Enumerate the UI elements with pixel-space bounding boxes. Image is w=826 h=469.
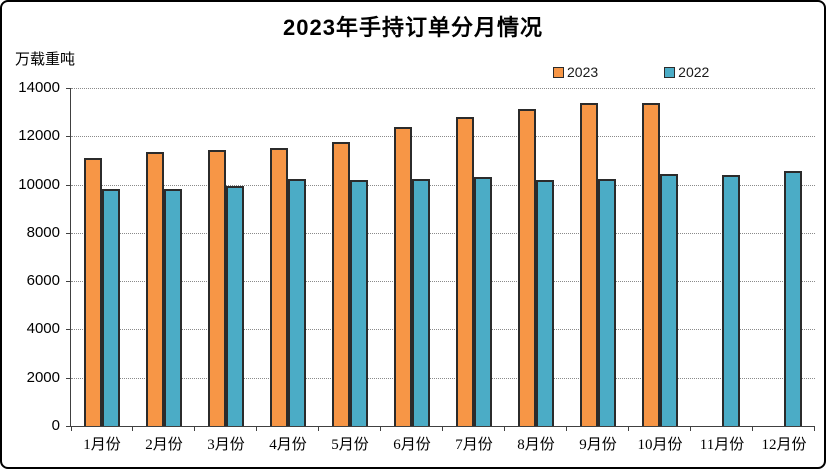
bar-2023-7月份 — [456, 116, 474, 426]
x-tick-label-8月份: 8月份 — [517, 437, 555, 453]
legend-swatch-2023-icon — [553, 66, 564, 78]
gridline-2000 — [71, 377, 815, 379]
x-tick-label-12月份: 12月份 — [761, 437, 807, 453]
x-axis-tick — [752, 427, 753, 431]
x-tick-label-2月份: 2月份 — [145, 437, 183, 453]
bar-2022-12月份 — [784, 171, 802, 426]
bar-group-6月份: 6月份 — [381, 88, 443, 453]
gridline-6000 — [71, 281, 815, 283]
y-axis-tick — [66, 88, 70, 89]
x-tick-label-1月份: 1月份 — [83, 437, 121, 453]
bar-2023-1月份 — [84, 158, 102, 426]
x-axis-tick — [380, 427, 381, 431]
legend: 2023 2022 — [553, 64, 709, 80]
bar-2022-8月份 — [536, 179, 554, 426]
bar-2022-2月份 — [164, 189, 182, 426]
bar-group-3月份: 3月份 — [195, 88, 257, 453]
legend-item-2022: 2022 — [664, 64, 709, 80]
y-axis-tick — [66, 232, 70, 234]
x-axis-tick — [132, 427, 133, 431]
x-tick-label-6月份: 6月份 — [393, 437, 431, 453]
y-axis-tick — [66, 377, 70, 379]
bar-2023-9月份 — [580, 102, 598, 426]
gridline-12000 — [71, 136, 815, 138]
bar-2023-2月份 — [146, 151, 164, 426]
legend-item-2023: 2023 — [553, 64, 598, 80]
y-axis-tick — [66, 136, 70, 138]
gridline-8000 — [71, 232, 815, 234]
bar-2023-10月份 — [642, 102, 660, 426]
x-tick-label-3月份: 3月份 — [207, 437, 245, 453]
y-tick-label-6000: 6000 — [26, 272, 60, 290]
bar-2022-10月份 — [660, 173, 678, 426]
x-axis-tick — [814, 427, 815, 431]
y-tick-label-14000: 14000 — [18, 79, 60, 96]
y-axis-tick — [66, 329, 70, 331]
x-tick-label-5月份: 5月份 — [331, 437, 369, 453]
bar-group-11月份: 11月份 — [691, 88, 753, 453]
x-axis-tick — [628, 427, 629, 431]
y-tick-label-10000: 10000 — [18, 175, 60, 193]
bar-group-10月份: 10月份 — [629, 88, 691, 453]
plot-area: 1月份 2月份 3月份 4月份 5月份 6月份 7月份 8月份 9月份 10月份 11月份 12月份 — [66, 88, 815, 453]
x-tick-label-11月份: 11月份 — [699, 437, 745, 453]
y-axis-unit-label: 万载重吨 — [15, 51, 76, 68]
y-axis-tick — [66, 184, 70, 186]
bar-2022-1月份 — [102, 188, 120, 426]
legend-label-2023: 2023 — [567, 64, 599, 80]
x-axis-tick — [690, 427, 691, 431]
bar-2023-6月份 — [394, 127, 412, 426]
y-axis-tick — [66, 281, 70, 283]
chart-title: 2023年手持订单分月情况 — [283, 15, 543, 40]
legend-label-2022: 2022 — [678, 64, 710, 80]
x-axis-tick — [442, 427, 443, 431]
bar-group-1月份: 1月份 — [71, 88, 133, 453]
bar-2023-3月份 — [208, 149, 226, 426]
bar-2022-5月份 — [350, 180, 368, 426]
bars-layer: 1月份 2月份 3月份 4月份 5月份 6月份 7月份 8月份 9月份 10月份 11月份 12月份 — [71, 88, 815, 453]
bar-2023-4月份 — [270, 148, 288, 426]
x-axis-tick — [256, 427, 257, 431]
y-tick-label-4000: 4000 — [26, 320, 60, 338]
gridline-14000 — [71, 88, 815, 89]
bar-group-12月份: 12月份 — [753, 88, 815, 453]
y-tick-label-0: 0 — [51, 417, 60, 434]
bar-2022-4月份 — [288, 179, 306, 426]
bar-2022-6月份 — [412, 178, 430, 426]
bar-group-2月份: 2月份 — [133, 88, 195, 453]
bar-group-7月份: 7月份 — [443, 88, 505, 453]
y-tick-label-2000: 2000 — [26, 368, 60, 386]
bar-group-8月份: 8月份 — [505, 88, 567, 453]
bar-2023-8月份 — [518, 108, 536, 426]
gridline-10000 — [71, 184, 815, 186]
bar-group-9月份: 9月份 — [567, 88, 629, 453]
y-axis-tick — [66, 426, 70, 427]
bar-2022-7月份 — [474, 176, 492, 426]
gridline-4000 — [71, 329, 815, 331]
x-tick-label-10月份: 10月份 — [637, 437, 683, 453]
bar-2022-3月份 — [226, 186, 244, 426]
x-axis-tick — [504, 427, 505, 431]
x-axis-tick — [318, 427, 319, 431]
x-axis-tick — [71, 427, 72, 431]
x-tick-label-4月份: 4月份 — [269, 437, 307, 453]
bar-2023-5月份 — [332, 142, 350, 426]
bar-2022-11月份 — [722, 175, 740, 426]
y-tick-label-8000: 8000 — [26, 223, 60, 241]
legend-swatch-2022-icon — [664, 66, 676, 78]
x-axis-tick — [194, 427, 195, 431]
bar-group-5月份: 5月份 — [319, 88, 381, 453]
x-tick-label-7月份: 7月份 — [455, 437, 493, 453]
bar-2022-9月份 — [598, 178, 616, 426]
y-tick-label-12000: 12000 — [18, 127, 60, 145]
x-axis-tick — [566, 427, 567, 431]
bar-group-4月份: 4月份 — [257, 88, 319, 453]
x-tick-label-9月份: 9月份 — [579, 437, 617, 453]
